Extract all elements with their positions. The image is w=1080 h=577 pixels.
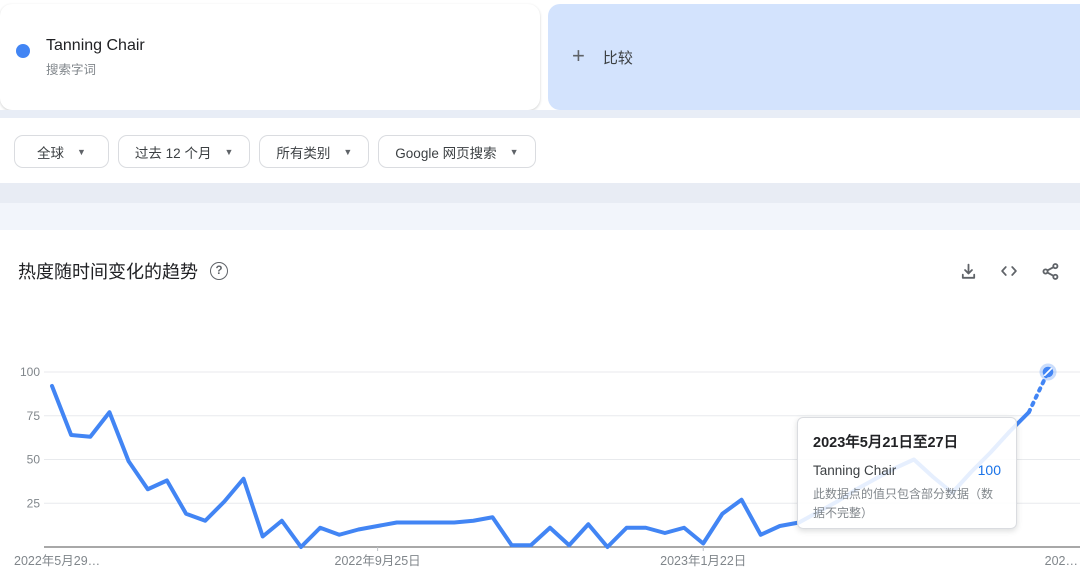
term-title: Tanning Chair <box>46 37 145 54</box>
svg-text:100: 100 <box>20 365 40 379</box>
compare-label: 比较 <box>602 49 633 67</box>
svg-text:2022年9月25日: 2022年9月25日 <box>335 554 421 568</box>
filter-bar: 全球 ▼ 过去 12 个月 ▼ 所有类别 ▼ Google 网页搜索 ▼ <box>0 118 1080 183</box>
help-icon[interactable]: ? <box>210 262 228 280</box>
svg-text:2023年1月22日: 2023年1月22日 <box>660 554 746 568</box>
svg-text:2022年5月29…: 2022年5月29… <box>14 554 100 568</box>
region-filter-label: 全球 <box>37 145 64 161</box>
chart-header: 热度随时间变化的趋势 ? <box>18 256 1060 286</box>
tooltip-partial-data-note: 此数据点的值只包含部分数据（数据不完整） <box>813 487 994 520</box>
embed-code-icon <box>1001 266 1017 276</box>
search-term-card[interactable]: Tanning Chair 搜索字词 <box>0 4 540 110</box>
chevron-down-icon: ▼ <box>343 146 353 157</box>
chevron-down-icon: ▼ <box>224 146 234 157</box>
share-button[interactable] <box>1040 261 1060 281</box>
term-subtitle: 搜索字词 <box>46 63 97 77</box>
interest-over-time-card: 热度随时间变化的趋势 ? <box>0 230 1080 577</box>
region-filter-dropdown[interactable]: 全球 ▼ <box>14 135 109 168</box>
chart-title: 热度随时间变化的趋势 <box>18 262 198 282</box>
svg-text:202…: 202… <box>1045 554 1078 568</box>
svg-text:25: 25 <box>27 496 41 510</box>
band-divider <box>0 203 1080 230</box>
add-comparison-button[interactable]: + 比较 <box>548 4 1080 110</box>
search-type-filter-dropdown[interactable]: Google 网页搜索 ▼ <box>378 135 536 168</box>
category-filter-label: 所有类别 <box>276 145 331 161</box>
embed-button[interactable] <box>999 261 1019 281</box>
share-icon <box>1042 262 1058 280</box>
tooltip-value: 100 <box>977 462 1001 478</box>
category-filter-dropdown[interactable]: 所有类别 ▼ <box>259 135 370 168</box>
download-icon <box>961 263 975 279</box>
svg-text:75: 75 <box>27 409 41 423</box>
svg-text:50: 50 <box>27 453 41 467</box>
search-terms-row: Tanning Chair 搜索字词 + 比较 <box>0 4 1080 110</box>
band-divider <box>0 110 1080 118</box>
plus-icon: + <box>572 43 585 68</box>
band-divider <box>0 183 1080 203</box>
trend-chart-svg: 25 50 75 100 2022年5月29… 2022年9月25日 2023年1月22日 2… <box>14 363 1080 568</box>
chart-actions <box>958 261 1060 281</box>
chevron-down-icon: ▼ <box>77 146 86 157</box>
tooltip-series-row: Tanning Chair 100 <box>813 462 1001 478</box>
download-button[interactable] <box>958 261 978 281</box>
search-type-filter-label: Google 网页搜索 <box>395 145 497 161</box>
time-range-filter-label: 过去 12 个月 <box>134 145 212 161</box>
series-color-dot-icon <box>16 44 30 58</box>
tooltip-series-name: Tanning Chair <box>813 463 897 478</box>
tooltip-date-range: 2023年5月21日至27日 <box>813 435 959 451</box>
term-text: Tanning Chair 搜索字词 <box>46 36 145 78</box>
trend-line-chart[interactable]: 25 50 75 100 2022年5月29… 2022年9月25日 2023年1月22日 2… <box>0 350 1080 577</box>
chevron-down-icon: ▼ <box>509 146 519 157</box>
time-range-filter-dropdown[interactable]: 过去 12 个月 ▼ <box>117 135 251 168</box>
chart-tooltip: 2023年5月21日至27日 Tanning Chair 100 此数据点的值只… <box>797 417 1017 529</box>
